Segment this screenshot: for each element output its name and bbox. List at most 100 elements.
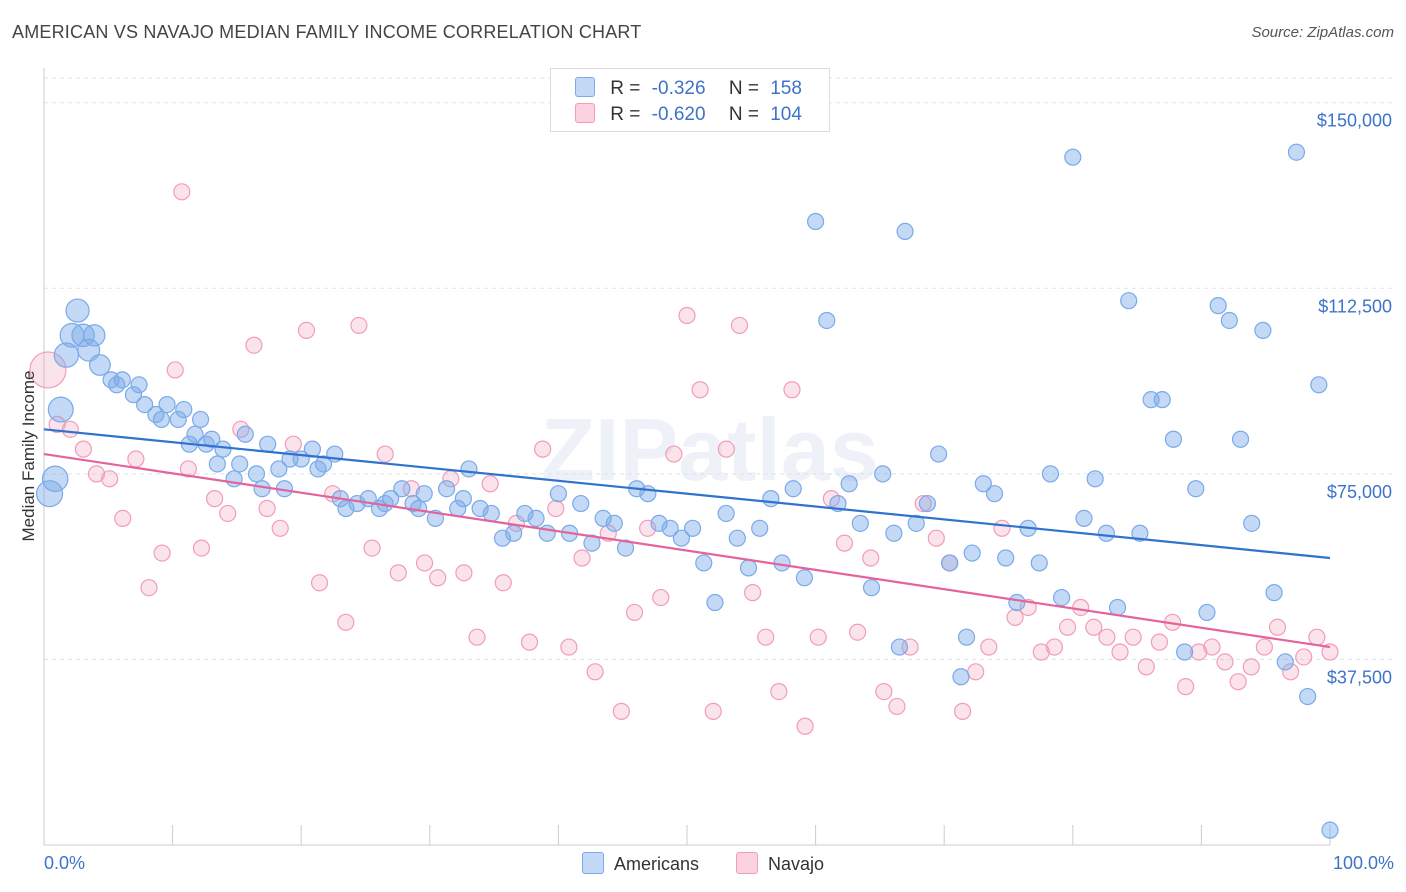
navajo-point bbox=[245, 336, 263, 354]
american-point bbox=[784, 480, 802, 498]
american-point bbox=[1187, 480, 1205, 498]
american-point bbox=[1321, 821, 1339, 839]
navajo-point bbox=[48, 415, 66, 433]
american-point bbox=[136, 395, 154, 414]
americans-trend-line bbox=[43, 428, 1331, 560]
x-tick-label-min: 0.0% bbox=[44, 853, 85, 873]
navajo-point bbox=[127, 450, 145, 468]
navajo-point bbox=[573, 549, 591, 567]
american-point bbox=[208, 455, 226, 473]
american-point bbox=[1053, 588, 1071, 607]
american-point bbox=[113, 371, 131, 389]
navajo-point bbox=[1321, 643, 1339, 661]
navajo-point bbox=[967, 663, 985, 681]
navajo-point bbox=[953, 702, 972, 720]
american-point bbox=[683, 519, 702, 537]
r-label: R = bbox=[610, 78, 641, 99]
american-point bbox=[203, 430, 221, 448]
americans-r-value: -0.326 bbox=[651, 78, 706, 99]
navajo-point bbox=[337, 613, 355, 631]
navajo-legend-swatch bbox=[736, 852, 758, 874]
american-point bbox=[795, 569, 814, 587]
american-point bbox=[985, 485, 1004, 503]
navajo-point bbox=[219, 504, 237, 523]
navajo-point bbox=[481, 475, 499, 493]
navajo-point bbox=[796, 717, 814, 735]
americans-swatch bbox=[575, 77, 595, 97]
navajo-point bbox=[730, 316, 749, 335]
american-point bbox=[83, 324, 106, 347]
american-point bbox=[706, 593, 724, 612]
american-point bbox=[1243, 514, 1261, 532]
american-point bbox=[1097, 524, 1115, 542]
navajo-point bbox=[1006, 608, 1024, 626]
american-point bbox=[415, 485, 433, 503]
gridlines bbox=[44, 77, 1392, 660]
american-point bbox=[191, 410, 210, 429]
americans-legend-swatch bbox=[581, 852, 604, 874]
navajo-point bbox=[691, 381, 709, 399]
navajo-point bbox=[166, 361, 184, 379]
american-point bbox=[314, 455, 333, 473]
navajo-point bbox=[665, 445, 683, 463]
american-point bbox=[393, 480, 411, 498]
american-point bbox=[493, 529, 512, 547]
r-label: R = bbox=[610, 104, 641, 125]
navajo-point bbox=[586, 663, 604, 681]
navajo-point bbox=[415, 554, 434, 572]
american-point bbox=[957, 628, 976, 646]
americans-n-value: 158 bbox=[770, 78, 802, 99]
axis-labels: $37,500 $75,000 $112,500 $150,000 0.0% 100.0%… bbox=[19, 111, 1394, 873]
navajo-point bbox=[1203, 638, 1221, 656]
navajo-point bbox=[1072, 598, 1090, 617]
american-point bbox=[650, 514, 668, 532]
watermark: ZIPatlas bbox=[541, 400, 878, 499]
navajo-point bbox=[875, 682, 893, 701]
navajo-point bbox=[560, 638, 578, 656]
navajo-point bbox=[87, 465, 106, 483]
american-point bbox=[35, 480, 64, 508]
american-point bbox=[885, 524, 903, 542]
american-point bbox=[214, 440, 232, 458]
navajo-point bbox=[1242, 658, 1260, 676]
american-point bbox=[896, 222, 914, 240]
american-point bbox=[236, 425, 254, 443]
american-point bbox=[717, 504, 735, 523]
american-point bbox=[672, 529, 691, 547]
american-point bbox=[124, 386, 143, 404]
navajo-point bbox=[1111, 643, 1129, 661]
navajo-point bbox=[101, 470, 119, 488]
n-label: N = bbox=[728, 78, 759, 99]
american-point bbox=[1064, 148, 1082, 166]
american-point bbox=[169, 410, 187, 429]
legend-item-navajo[interactable]: Navajo bbox=[736, 852, 824, 875]
navajo-point bbox=[914, 494, 932, 513]
american-point bbox=[270, 460, 288, 478]
american-point bbox=[818, 311, 836, 330]
american-point bbox=[1220, 311, 1238, 330]
american-point bbox=[639, 485, 657, 503]
navajo-point bbox=[612, 702, 630, 720]
american-point bbox=[1310, 376, 1328, 394]
navajo-point bbox=[350, 316, 368, 335]
legend-item-americans[interactable]: Americans bbox=[581, 852, 699, 875]
american-point bbox=[1008, 593, 1026, 612]
american-point bbox=[1030, 554, 1048, 572]
navajo-point bbox=[1229, 673, 1247, 691]
american-point bbox=[130, 376, 148, 394]
american-point bbox=[874, 465, 892, 483]
navajo-point bbox=[297, 321, 316, 339]
navajo-point bbox=[455, 564, 473, 582]
american-point bbox=[952, 668, 970, 686]
american-point bbox=[1086, 470, 1104, 488]
x-tick-label-max: 100.0% bbox=[1333, 853, 1394, 873]
american-point bbox=[259, 435, 277, 453]
y-tick-label: $37,500 bbox=[1327, 667, 1392, 687]
american-point bbox=[890, 638, 909, 656]
american-point bbox=[437, 480, 456, 498]
american-point bbox=[974, 475, 992, 493]
navajo-point bbox=[114, 509, 132, 528]
navajo-point bbox=[744, 584, 762, 602]
navajo-point bbox=[389, 564, 407, 582]
navajo-trend-line bbox=[43, 452, 1331, 649]
